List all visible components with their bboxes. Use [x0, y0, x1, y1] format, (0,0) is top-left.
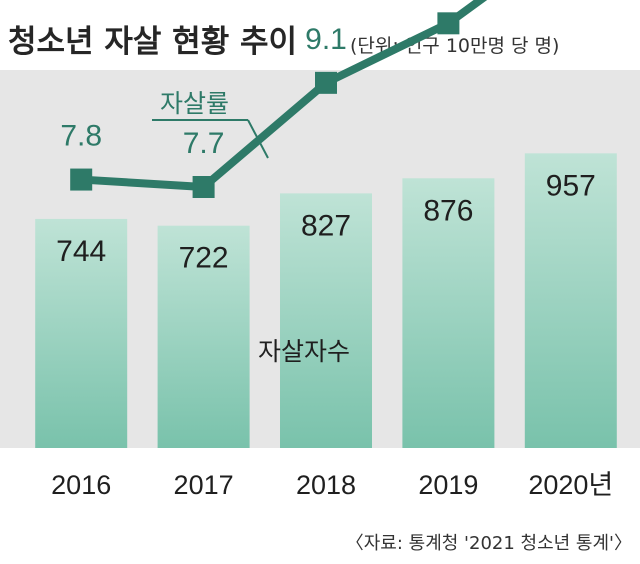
line-labels: 7.87.79.19.911.1 — [60, 23, 347, 160]
bar — [157, 225, 250, 448]
rate-value-label: 7.8 — [60, 120, 102, 153]
x-axis-labels: 2016 2017 2018 2019 2020년 — [51, 470, 613, 500]
bar-value-label: 722 — [179, 242, 229, 275]
rate-marker — [315, 71, 337, 94]
bar-labels: 744 722 827 876 957 — [56, 169, 596, 274]
source-note: 〈자료: 통계청 '2021 청소년 통계'〉 — [346, 533, 632, 554]
bar-series — [35, 153, 617, 448]
rate-value-label: 9.1 — [305, 23, 347, 56]
x-tick-label: 2016 — [51, 470, 111, 500]
rate-marker — [437, 12, 460, 35]
line-series-name: 자살률 — [160, 89, 229, 118]
rate-marker — [70, 168, 93, 191]
x-tick-label: 2019 — [418, 470, 478, 500]
line-series-callout: 자살률 — [152, 89, 269, 159]
bar-value-label: 744 — [56, 235, 106, 268]
chart-title: 청소년 자살 현황 추이 — [8, 24, 297, 60]
x-tick-label: 2018 — [296, 470, 356, 500]
x-tick-label: 2020년 — [528, 470, 613, 500]
unit-label: (단위: 인구 10만명 당 명) — [350, 35, 559, 57]
line-series — [70, 0, 488, 198]
bar-value-label: 957 — [546, 169, 596, 202]
bar-value-label: 827 — [301, 209, 351, 242]
bar — [402, 178, 495, 448]
bar — [524, 153, 617, 448]
bar-series-name: 자살자수 — [258, 337, 350, 366]
bar — [280, 193, 372, 448]
x-tick-label: 2017 — [174, 470, 234, 500]
rate-marker — [192, 176, 215, 198]
bar-value-label: 876 — [423, 194, 473, 227]
rate-value-label: 7.7 — [183, 127, 225, 160]
bar — [35, 218, 128, 448]
